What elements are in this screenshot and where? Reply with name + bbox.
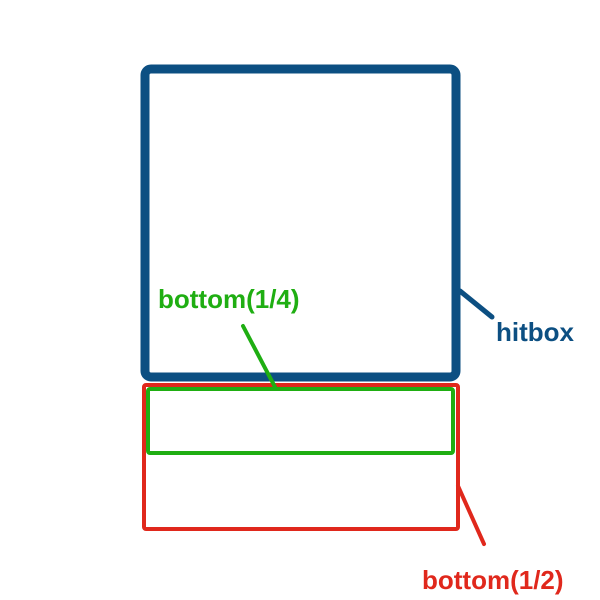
bottom-half-label: bottom(1/2)	[422, 565, 564, 595]
bottom-half-leader-line	[456, 484, 486, 546]
bottom-quarter-rect	[146, 387, 455, 455]
bottom-quarter-label: bottom(1/4)	[158, 284, 300, 314]
hitbox-label: hitbox	[496, 317, 575, 347]
bottom-half-rect	[142, 383, 460, 531]
bottom-quarter-leader-line	[241, 324, 277, 389]
hitbox-rect	[140, 64, 461, 382]
hitbox-leader-line	[457, 288, 495, 320]
